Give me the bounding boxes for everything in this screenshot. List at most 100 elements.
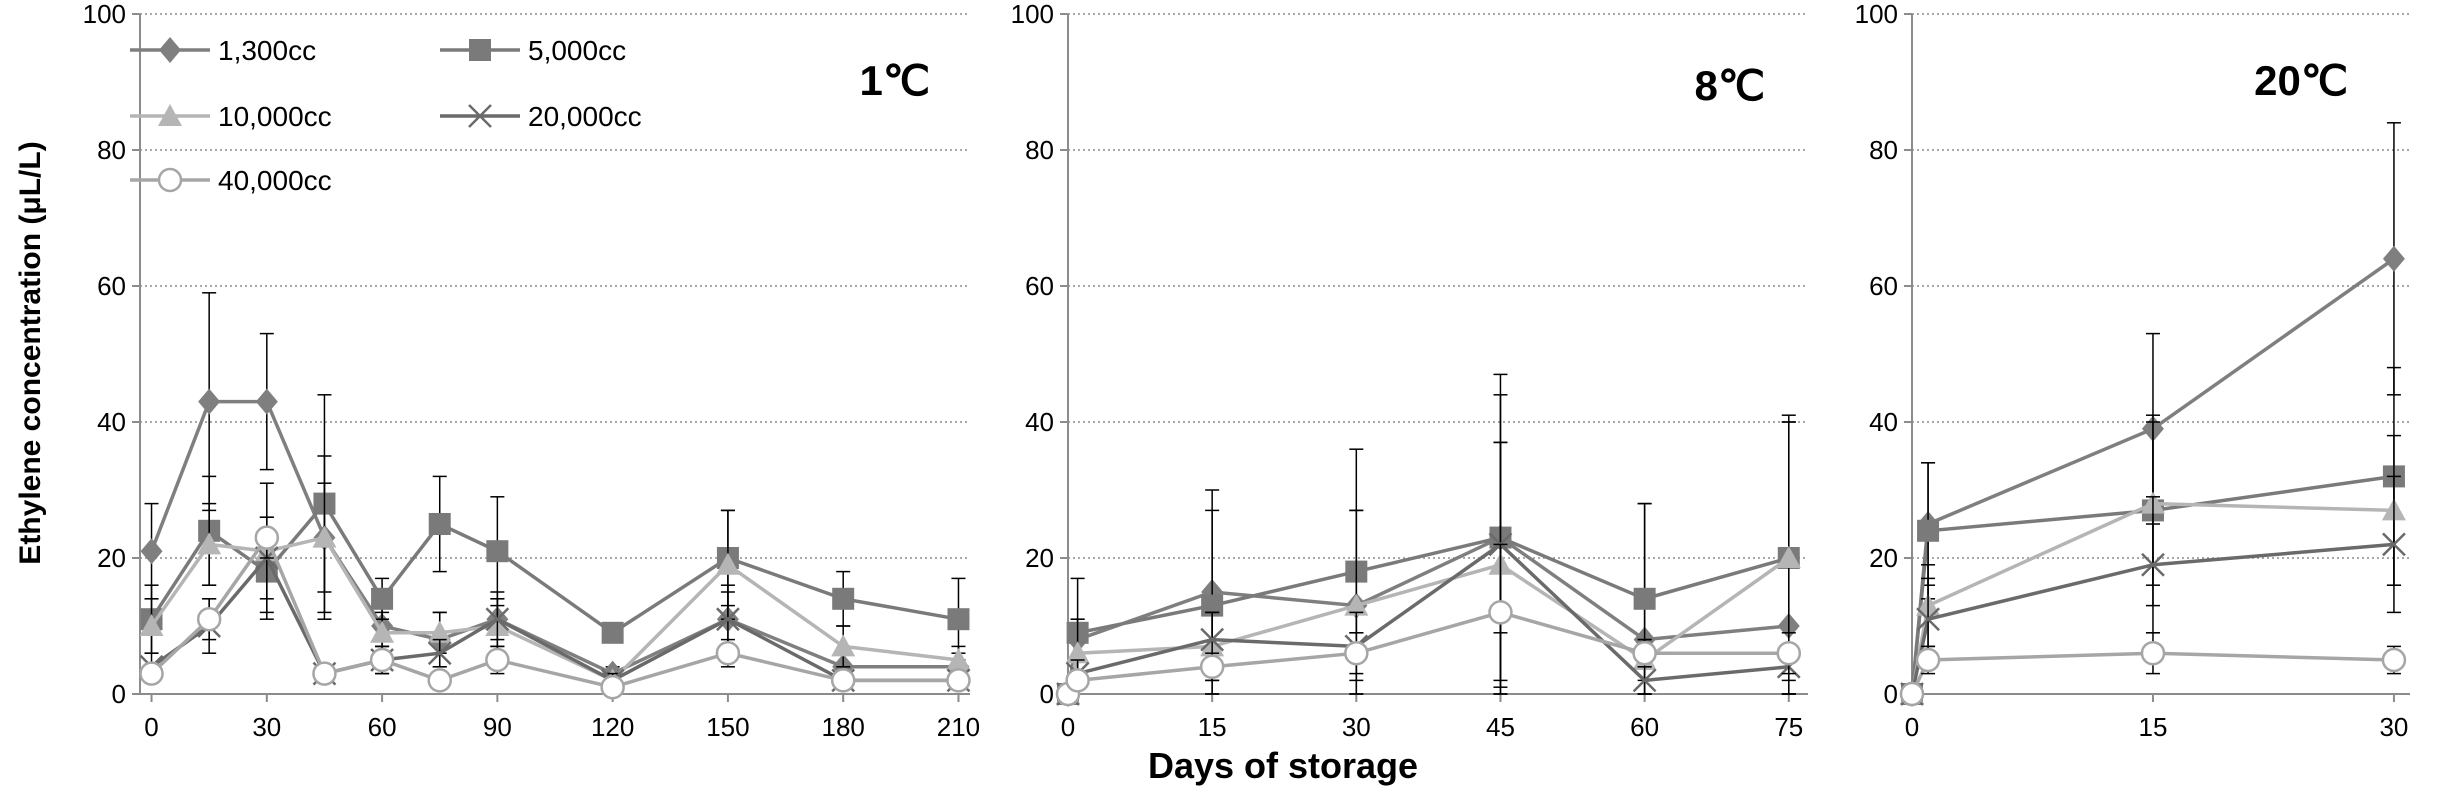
- data-point: [370, 620, 395, 643]
- y-tick-label: 20: [1025, 543, 1054, 573]
- legend-label: 5,000cc: [528, 35, 626, 66]
- y-tick-label: 100: [1855, 0, 1898, 29]
- y-tick-label: 60: [97, 271, 126, 301]
- x-tick-label: 210: [937, 712, 980, 742]
- data-point: [1488, 600, 1513, 625]
- data-point: [1632, 668, 1657, 693]
- data-point: [946, 648, 971, 670]
- data-point: [830, 668, 856, 693]
- data-point: [485, 647, 510, 673]
- legend-item: 1,300cc: [130, 35, 316, 66]
- series-3: [1056, 421, 1801, 704]
- data-point: [2381, 647, 2407, 673]
- data-point: [427, 668, 452, 693]
- y-tick-label: 40: [97, 407, 126, 437]
- y-tick-label: 80: [97, 135, 126, 165]
- legend-marker: [159, 37, 181, 63]
- data-point: [1915, 647, 1941, 673]
- y-tick-label: 0: [1884, 679, 1898, 709]
- data-point: [831, 634, 856, 657]
- legend-label: 10,000cc: [218, 101, 332, 132]
- legend: 1,300cc 5,000cc 10,000cc 20,000cc 40,000cc: [130, 35, 642, 196]
- series-2: [1057, 414, 1800, 705]
- data-point: [485, 607, 510, 632]
- x-tick-label: 60: [1630, 712, 1659, 742]
- series-line: [1910, 651, 2394, 695]
- legend-marker: [157, 167, 183, 193]
- x-tick-label: 45: [1486, 712, 1515, 742]
- data-point: [427, 641, 452, 666]
- data-point: [1065, 668, 1090, 693]
- legend-marker: [468, 104, 492, 128]
- y-axis-title: Ethylene concentration (μL/L): [14, 141, 47, 564]
- series-1: [140, 292, 970, 687]
- x-tick-label: 150: [706, 712, 749, 742]
- legend-item: 20,000cc: [440, 101, 642, 132]
- series-line: [1066, 556, 1790, 695]
- panel-3: 0 20 40 60 80 100 0 15 30 20℃: [1855, 0, 2410, 742]
- y-tick-label: 100: [1011, 0, 1054, 29]
- y-tick-label: 80: [1025, 135, 1054, 165]
- data-point: [1899, 681, 1925, 707]
- data-point: [1201, 594, 1224, 617]
- x-tick-label: 30: [252, 712, 281, 742]
- x-tick-label: 30: [1342, 712, 1371, 742]
- y-tick-label: 80: [1869, 135, 1898, 165]
- data-point: [255, 388, 278, 415]
- panel-label: 20℃: [2254, 57, 2348, 104]
- data-point: [2382, 532, 2406, 557]
- series-5: [1055, 543, 1802, 707]
- data-point: [2141, 552, 2165, 577]
- data-point: [427, 620, 452, 643]
- x-tick-label: 15: [2139, 712, 2168, 742]
- x-axis-title: Days of storage: [1148, 745, 1418, 786]
- x-tick-label: 75: [1774, 712, 1803, 742]
- data-point: [371, 587, 394, 610]
- data-point: [139, 614, 164, 636]
- y-tick-label: 0: [1040, 679, 1054, 709]
- data-point: [832, 587, 855, 610]
- y-tick-label: 20: [97, 543, 126, 573]
- legend-label: 20,000cc: [528, 101, 642, 132]
- x-tick-label: 60: [368, 712, 397, 742]
- data-point: [1344, 640, 1369, 666]
- legend-label: 1,300cc: [218, 35, 316, 66]
- series-5: [1899, 632, 2407, 707]
- data-point: [486, 540, 509, 563]
- panel-label: 8℃: [1694, 62, 1765, 109]
- x-tick-label: 90: [483, 712, 512, 742]
- data-point: [600, 674, 625, 700]
- data-point: [196, 606, 222, 632]
- legend-item: 40,000cc: [130, 165, 332, 196]
- panel-2: 0 20 40 60 80 100 0 15 30 45 60 75 8℃: [1011, 0, 1808, 742]
- data-point: [1632, 640, 1657, 666]
- data-point: [1776, 546, 1801, 568]
- legend-marker: [469, 39, 491, 61]
- data-point: [715, 640, 741, 666]
- series-line: [1066, 610, 1789, 696]
- series-4: [1056, 394, 1801, 706]
- data-point: [198, 388, 221, 415]
- x-tick-label: 30: [2379, 712, 2408, 742]
- data-point: [312, 525, 337, 548]
- data-point: [947, 608, 970, 631]
- legend-label: 40,000cc: [218, 165, 332, 196]
- data-point: [197, 532, 222, 555]
- legend-marker: [158, 104, 182, 126]
- panel-1: 0 20 40 60 80 100 0 30 60 90 120 150 180 210 1℃ 1,300cc…: [83, 0, 981, 742]
- legend-item: 5,000cc: [440, 35, 626, 66]
- data-point: [254, 525, 280, 550]
- data-point: [2382, 245, 2405, 272]
- data-point: [428, 513, 451, 535]
- data-point: [139, 661, 164, 686]
- series-1: [1057, 373, 1800, 707]
- data-point: [601, 621, 624, 644]
- x-tick-label: 120: [591, 712, 634, 742]
- series-5: [139, 516, 971, 700]
- data-point: [1200, 627, 1225, 652]
- x-tick-label: 0: [1061, 712, 1075, 742]
- data-point: [1199, 654, 1225, 680]
- data-point: [1776, 640, 1802, 666]
